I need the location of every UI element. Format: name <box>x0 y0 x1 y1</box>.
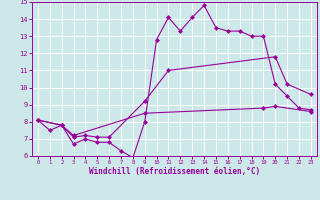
X-axis label: Windchill (Refroidissement éolien,°C): Windchill (Refroidissement éolien,°C) <box>89 167 260 176</box>
